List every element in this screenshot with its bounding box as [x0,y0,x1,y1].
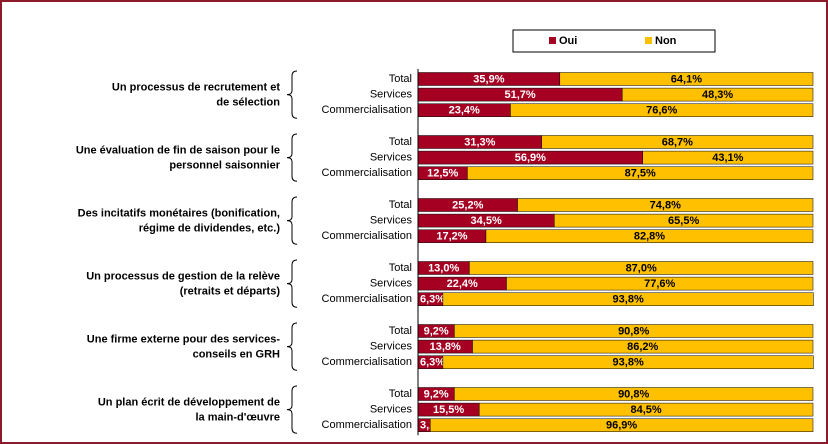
bar-segment [442,355,814,369]
value-label: 56,9% [515,152,546,164]
value-label: 96,9% [606,420,637,432]
bar-segment [506,276,814,291]
row-label: Services [370,215,413,227]
value-label: 76,6% [646,105,677,117]
group-label: personnel saisonnier [169,160,280,172]
bar-segment [442,292,814,306]
value-label: 35,9% [473,73,504,85]
group-label: la main-d'œuvre [195,412,280,424]
bar-segment [472,339,814,354]
bar-segment [642,150,814,165]
value-label: 87,5% [625,168,656,180]
group-label: Des incitatifs monétaires (bonification, [78,208,280,220]
value-label: 51,7% [505,89,536,101]
row-label: Services [370,89,413,101]
value-label: 34,5% [471,215,502,227]
brace [286,259,298,308]
value-label: 13,8% [430,341,461,353]
value-label: 6,3% [420,357,445,369]
row-label: Services [370,404,413,416]
value-label: 87,0% [626,262,657,274]
value-label: 82,8% [634,231,665,243]
value-label: 13,0% [428,262,459,274]
bar-segment [469,261,814,275]
row-label: Commercialisation [322,230,412,242]
value-label: 68,7% [662,136,693,148]
value-label: 90,8% [618,325,649,337]
value-label: 9,2% [424,325,449,337]
group-label: conseils en GRH [193,349,280,361]
group-label: Un processus de recrutement et [112,82,280,94]
bar-segment [621,87,814,102]
value-label: 25,2% [452,199,483,211]
value-label: 74,8% [650,199,681,211]
row-label: Services [370,278,413,290]
row-label: Total [389,388,412,400]
legend-swatch [645,37,652,44]
value-label: 43,1% [712,152,743,164]
group-label: Une évaluation de fin de saison pour le [76,145,280,157]
brace [286,322,298,371]
value-label: 93,8% [613,294,644,306]
value-label: 90,8% [618,388,649,400]
brace [286,70,298,119]
brace [286,385,298,434]
brace [286,196,298,245]
value-label: 64,1% [671,73,702,85]
brace [286,133,298,182]
row-label: Commercialisation [322,419,412,431]
group-label: de sélection [216,97,280,109]
row-label: Total [389,73,412,85]
row-label: Total [389,325,412,337]
bar-segment [554,213,814,228]
row-label: Total [389,262,412,274]
value-label: 17,2% [436,231,467,243]
legend-label: Non [655,35,677,47]
group-label: (retraits et départs) [180,286,281,298]
bar-segment [485,229,814,243]
value-label: 93,8% [613,357,644,369]
value-label: 48,3% [702,89,733,101]
bar-segment [510,103,814,117]
value-label: 86,2% [627,341,658,353]
value-label: 6,3% [420,294,445,306]
row-label: Total [389,136,412,148]
bar-segment [517,198,814,212]
bar-segment [429,418,814,432]
legend-box [512,29,716,53]
row-label: Commercialisation [322,293,412,305]
group-label: Une firme externe pour des services- [87,334,281,346]
row-label: Commercialisation [322,356,412,368]
value-label: 65,5% [668,215,699,227]
group-label: Un processus de gestion de la relève [86,271,280,283]
row-label: Services [370,152,413,164]
value-label: 23,4% [449,105,480,117]
bar-segment [454,324,814,338]
value-label: 9,2% [424,388,449,400]
value-label: 31,3% [464,136,495,148]
legend-label: Oui [559,35,577,47]
value-label: 15,5% [433,404,464,416]
row-label: Commercialisation [322,167,412,179]
bar-segment [541,135,814,149]
row-label: Total [389,199,412,211]
bar-segment [467,166,814,180]
row-label: Commercialisation [322,104,412,116]
value-label: 77,6% [644,278,675,290]
bar-segment [559,72,814,86]
row-label: Services [370,341,413,353]
value-label: 84,5% [631,404,662,416]
bar-segment [454,387,814,401]
group-label: régime de dividendes, etc.) [139,223,281,235]
legend-swatch [549,37,556,44]
value-label: 12,5% [427,168,458,180]
bar-segment [478,402,814,417]
group-label: Un plan écrit de développement de [98,397,280,409]
value-label: 22,4% [447,278,478,290]
